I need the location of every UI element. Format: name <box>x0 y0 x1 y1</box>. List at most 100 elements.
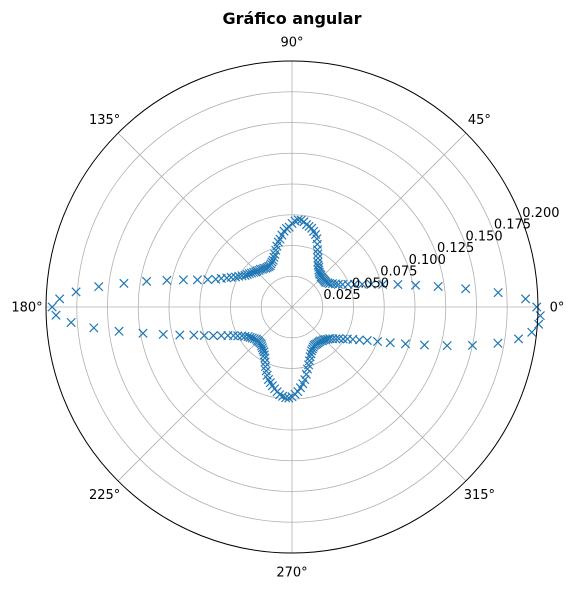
data-point <box>71 287 81 297</box>
data-point <box>260 357 270 367</box>
data-point <box>242 269 252 280</box>
theta-tick-label: 135° <box>89 113 120 128</box>
data-point <box>293 387 303 397</box>
data-point <box>162 275 172 286</box>
data-point <box>89 323 99 333</box>
data-point <box>55 294 65 304</box>
data-point <box>338 334 348 344</box>
data-point <box>419 340 430 350</box>
data-point <box>269 252 279 262</box>
data-point <box>114 326 124 336</box>
data-point <box>228 330 239 341</box>
data-point <box>178 275 189 285</box>
data-point <box>315 336 326 346</box>
data-point <box>275 390 285 400</box>
data-point <box>260 353 270 363</box>
r-tick-label: 0.050 <box>352 276 389 291</box>
data-point <box>211 274 221 284</box>
data-point <box>513 334 524 344</box>
data-point <box>66 317 76 328</box>
data-point <box>47 302 57 312</box>
data-point <box>534 319 544 329</box>
tick-labels: 0°45°90°135°180°225°270°315°0.0250.0500.… <box>11 36 564 581</box>
theta-tick-label: 180° <box>11 301 42 316</box>
data-point <box>385 338 395 348</box>
chart-title: Gráfico angular <box>223 9 362 28</box>
data-point <box>138 328 148 338</box>
data-point <box>493 338 503 348</box>
data-point <box>442 341 452 351</box>
data-point <box>313 249 323 259</box>
data-point <box>208 330 219 341</box>
data-point <box>277 391 288 401</box>
data-point <box>284 393 294 403</box>
data-point <box>400 339 411 349</box>
data-point <box>203 275 213 285</box>
data-point <box>467 340 478 350</box>
data-point <box>192 275 203 285</box>
data-point <box>393 279 403 290</box>
angular-gridline-3 <box>117 132 293 308</box>
data-point <box>301 369 311 379</box>
data-point <box>357 279 367 289</box>
data-point <box>189 330 199 340</box>
data-point <box>284 222 294 232</box>
theta-tick-label: 45° <box>468 113 491 128</box>
data-point <box>259 350 269 360</box>
data-points <box>47 215 545 403</box>
data-point <box>216 330 226 341</box>
r-tick-label: 0.025 <box>323 288 360 303</box>
data-point <box>299 217 309 227</box>
data-point <box>175 330 185 340</box>
data-point <box>461 284 471 294</box>
data-point <box>51 310 61 320</box>
data-point <box>331 334 341 344</box>
r-tick-label: 0.150 <box>465 229 502 244</box>
data-point <box>366 279 376 289</box>
data-point <box>230 272 241 282</box>
data-point <box>270 249 280 259</box>
data-point <box>119 278 129 289</box>
data-point <box>532 302 542 312</box>
data-point <box>233 331 243 341</box>
data-point <box>316 272 326 282</box>
data-point <box>234 271 244 281</box>
r-tick-label: 0.075 <box>380 265 417 280</box>
r-tick-label: 0.175 <box>494 218 531 233</box>
data-point <box>257 264 268 274</box>
data-point <box>142 276 152 286</box>
r-tick-label: 0.200 <box>522 206 559 221</box>
data-point <box>493 287 503 298</box>
polar-grid <box>46 61 538 553</box>
data-point <box>520 294 531 304</box>
data-point <box>334 334 344 344</box>
data-point <box>362 335 372 346</box>
data-point <box>354 335 365 345</box>
data-point <box>313 257 323 267</box>
data-point <box>313 260 323 270</box>
theta-tick-label: 225° <box>89 488 120 503</box>
data-point <box>372 336 383 347</box>
data-point <box>300 375 310 385</box>
data-point <box>304 356 315 366</box>
data-point <box>433 281 443 292</box>
data-point <box>275 234 285 244</box>
angular-gridline-7 <box>291 306 467 482</box>
theta-tick-label: 270° <box>276 566 307 581</box>
theta-tick-label: 315° <box>464 488 495 503</box>
polar-frame <box>45 60 539 554</box>
theta-tick-label: 90° <box>280 36 303 51</box>
data-point <box>410 280 421 290</box>
data-point <box>337 279 348 290</box>
data-point <box>305 352 315 362</box>
data-point <box>313 253 323 263</box>
data-point <box>527 327 537 337</box>
data-point <box>94 282 104 292</box>
data-point <box>158 329 168 339</box>
angular-gridline-5 <box>117 306 293 482</box>
theta-tick-label: 0° <box>550 301 565 316</box>
data-point <box>261 263 271 273</box>
data-point <box>199 330 209 341</box>
data-point <box>378 279 388 290</box>
